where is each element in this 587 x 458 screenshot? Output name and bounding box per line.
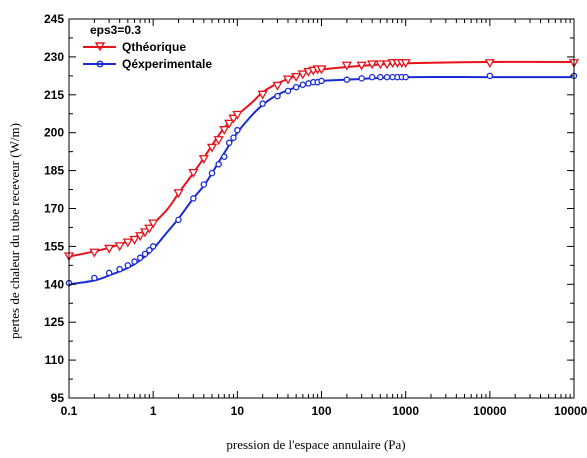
series-0-point xyxy=(484,59,495,69)
series-1-point xyxy=(124,262,132,269)
series-1-point xyxy=(105,269,113,277)
x-axis-title: pression de l'espace annulaire (Pa) xyxy=(226,437,405,452)
series-1-point xyxy=(230,134,237,142)
series-0-point xyxy=(173,189,184,199)
series-1-point xyxy=(284,87,292,95)
series-0-point xyxy=(219,126,230,135)
series-0-point xyxy=(356,61,367,71)
series-1-point xyxy=(131,258,138,265)
series-0-point xyxy=(148,219,159,229)
series-0-point xyxy=(367,60,378,70)
series-0-point xyxy=(206,143,218,153)
y-tick-label: 140 xyxy=(44,277,64,291)
y-tick-label: 170 xyxy=(44,202,64,216)
series-0-point xyxy=(257,90,268,100)
legend-label-series-1: Qéxperimentale xyxy=(122,57,212,71)
series-0-point xyxy=(144,224,155,234)
series-1-point xyxy=(368,73,376,81)
series-0-point xyxy=(135,232,146,242)
series-1-point xyxy=(343,76,351,83)
series-1-point xyxy=(208,169,216,177)
legend-title: eps3=0.3 xyxy=(90,23,141,37)
legend-marker-series-1 xyxy=(96,60,104,68)
series-1-point xyxy=(116,265,123,273)
y-tick-label: 95 xyxy=(51,391,65,405)
y-tick-label: 200 xyxy=(44,126,64,140)
series-0-point xyxy=(139,228,151,238)
legend-label-series-0: Qthéorique xyxy=(122,40,186,54)
series-0-point xyxy=(224,119,235,129)
series-markers xyxy=(63,59,580,287)
x-tick-label: 10000 xyxy=(473,404,507,418)
x-tick-label: 10 xyxy=(231,404,245,418)
x-tick-label: 100000 xyxy=(554,404,587,418)
series-1-point xyxy=(149,243,157,250)
y-tick-label: 185 xyxy=(44,164,64,178)
series-0-point xyxy=(400,59,411,69)
series-1-point xyxy=(234,126,241,134)
series-0-point xyxy=(122,238,133,248)
y-tick-label: 230 xyxy=(44,50,64,64)
series-1-point xyxy=(318,77,325,85)
legend-marker-series-0 xyxy=(94,42,106,52)
series-0-point xyxy=(213,136,224,146)
series-0-point xyxy=(228,114,239,124)
series-0-point xyxy=(114,242,125,252)
series-0-point xyxy=(129,235,140,245)
series-0-point xyxy=(316,65,327,75)
series-1-point xyxy=(486,72,494,80)
series-0-point xyxy=(282,75,294,85)
legend: eps3=0.3 Qthéorique Qéxperimentale xyxy=(83,23,212,71)
series-1-point xyxy=(259,100,266,107)
series-0-point xyxy=(341,61,352,71)
series-1-point xyxy=(383,73,391,81)
y-tick-label: 245 xyxy=(44,12,64,26)
series-1-point xyxy=(91,274,98,282)
series-1-point xyxy=(215,161,222,168)
plot-frame xyxy=(68,18,575,399)
series-1-point xyxy=(141,250,149,258)
series-0-point xyxy=(198,155,209,165)
series-0-point xyxy=(104,244,115,254)
series-line-0 xyxy=(68,60,575,258)
series-0-point xyxy=(188,168,199,178)
series-1-point xyxy=(136,254,144,262)
series-1-point xyxy=(358,75,365,82)
series-1-point xyxy=(146,246,153,254)
series-0-point xyxy=(232,110,243,120)
series-0-point xyxy=(272,81,283,91)
tick-labels: 0.11101001000100001000009511012514015517… xyxy=(44,12,587,418)
series-1-point xyxy=(200,181,208,188)
y-tick-label: 110 xyxy=(45,353,65,367)
series-1-point xyxy=(292,83,300,91)
x-tick-label: 0.1 xyxy=(61,404,78,418)
x-tick-label: 100 xyxy=(311,404,331,418)
series-0-point xyxy=(297,70,308,80)
series-1-point xyxy=(175,216,182,224)
series-1-point xyxy=(402,73,409,81)
series-1-point xyxy=(190,195,197,202)
x-tick-label: 1 xyxy=(150,404,157,418)
series-0-point xyxy=(375,60,386,70)
series-1-point xyxy=(225,139,233,147)
series-1-point xyxy=(377,73,384,81)
series-0-point xyxy=(291,72,302,82)
y-tick-label: 155 xyxy=(44,239,64,253)
y-axis-title: pertes de chaleur du tube receveur (W/m) xyxy=(7,123,22,339)
axis-ticks xyxy=(68,18,575,399)
series-1-point xyxy=(274,92,281,100)
x-tick-label: 1000 xyxy=(392,404,419,418)
series-0-point xyxy=(89,248,100,258)
series-1-point xyxy=(299,81,307,88)
series-1-point xyxy=(221,153,228,160)
y-tick-label: 215 xyxy=(44,88,64,102)
series-0-point xyxy=(381,60,393,70)
y-tick-label: 125 xyxy=(44,315,64,329)
